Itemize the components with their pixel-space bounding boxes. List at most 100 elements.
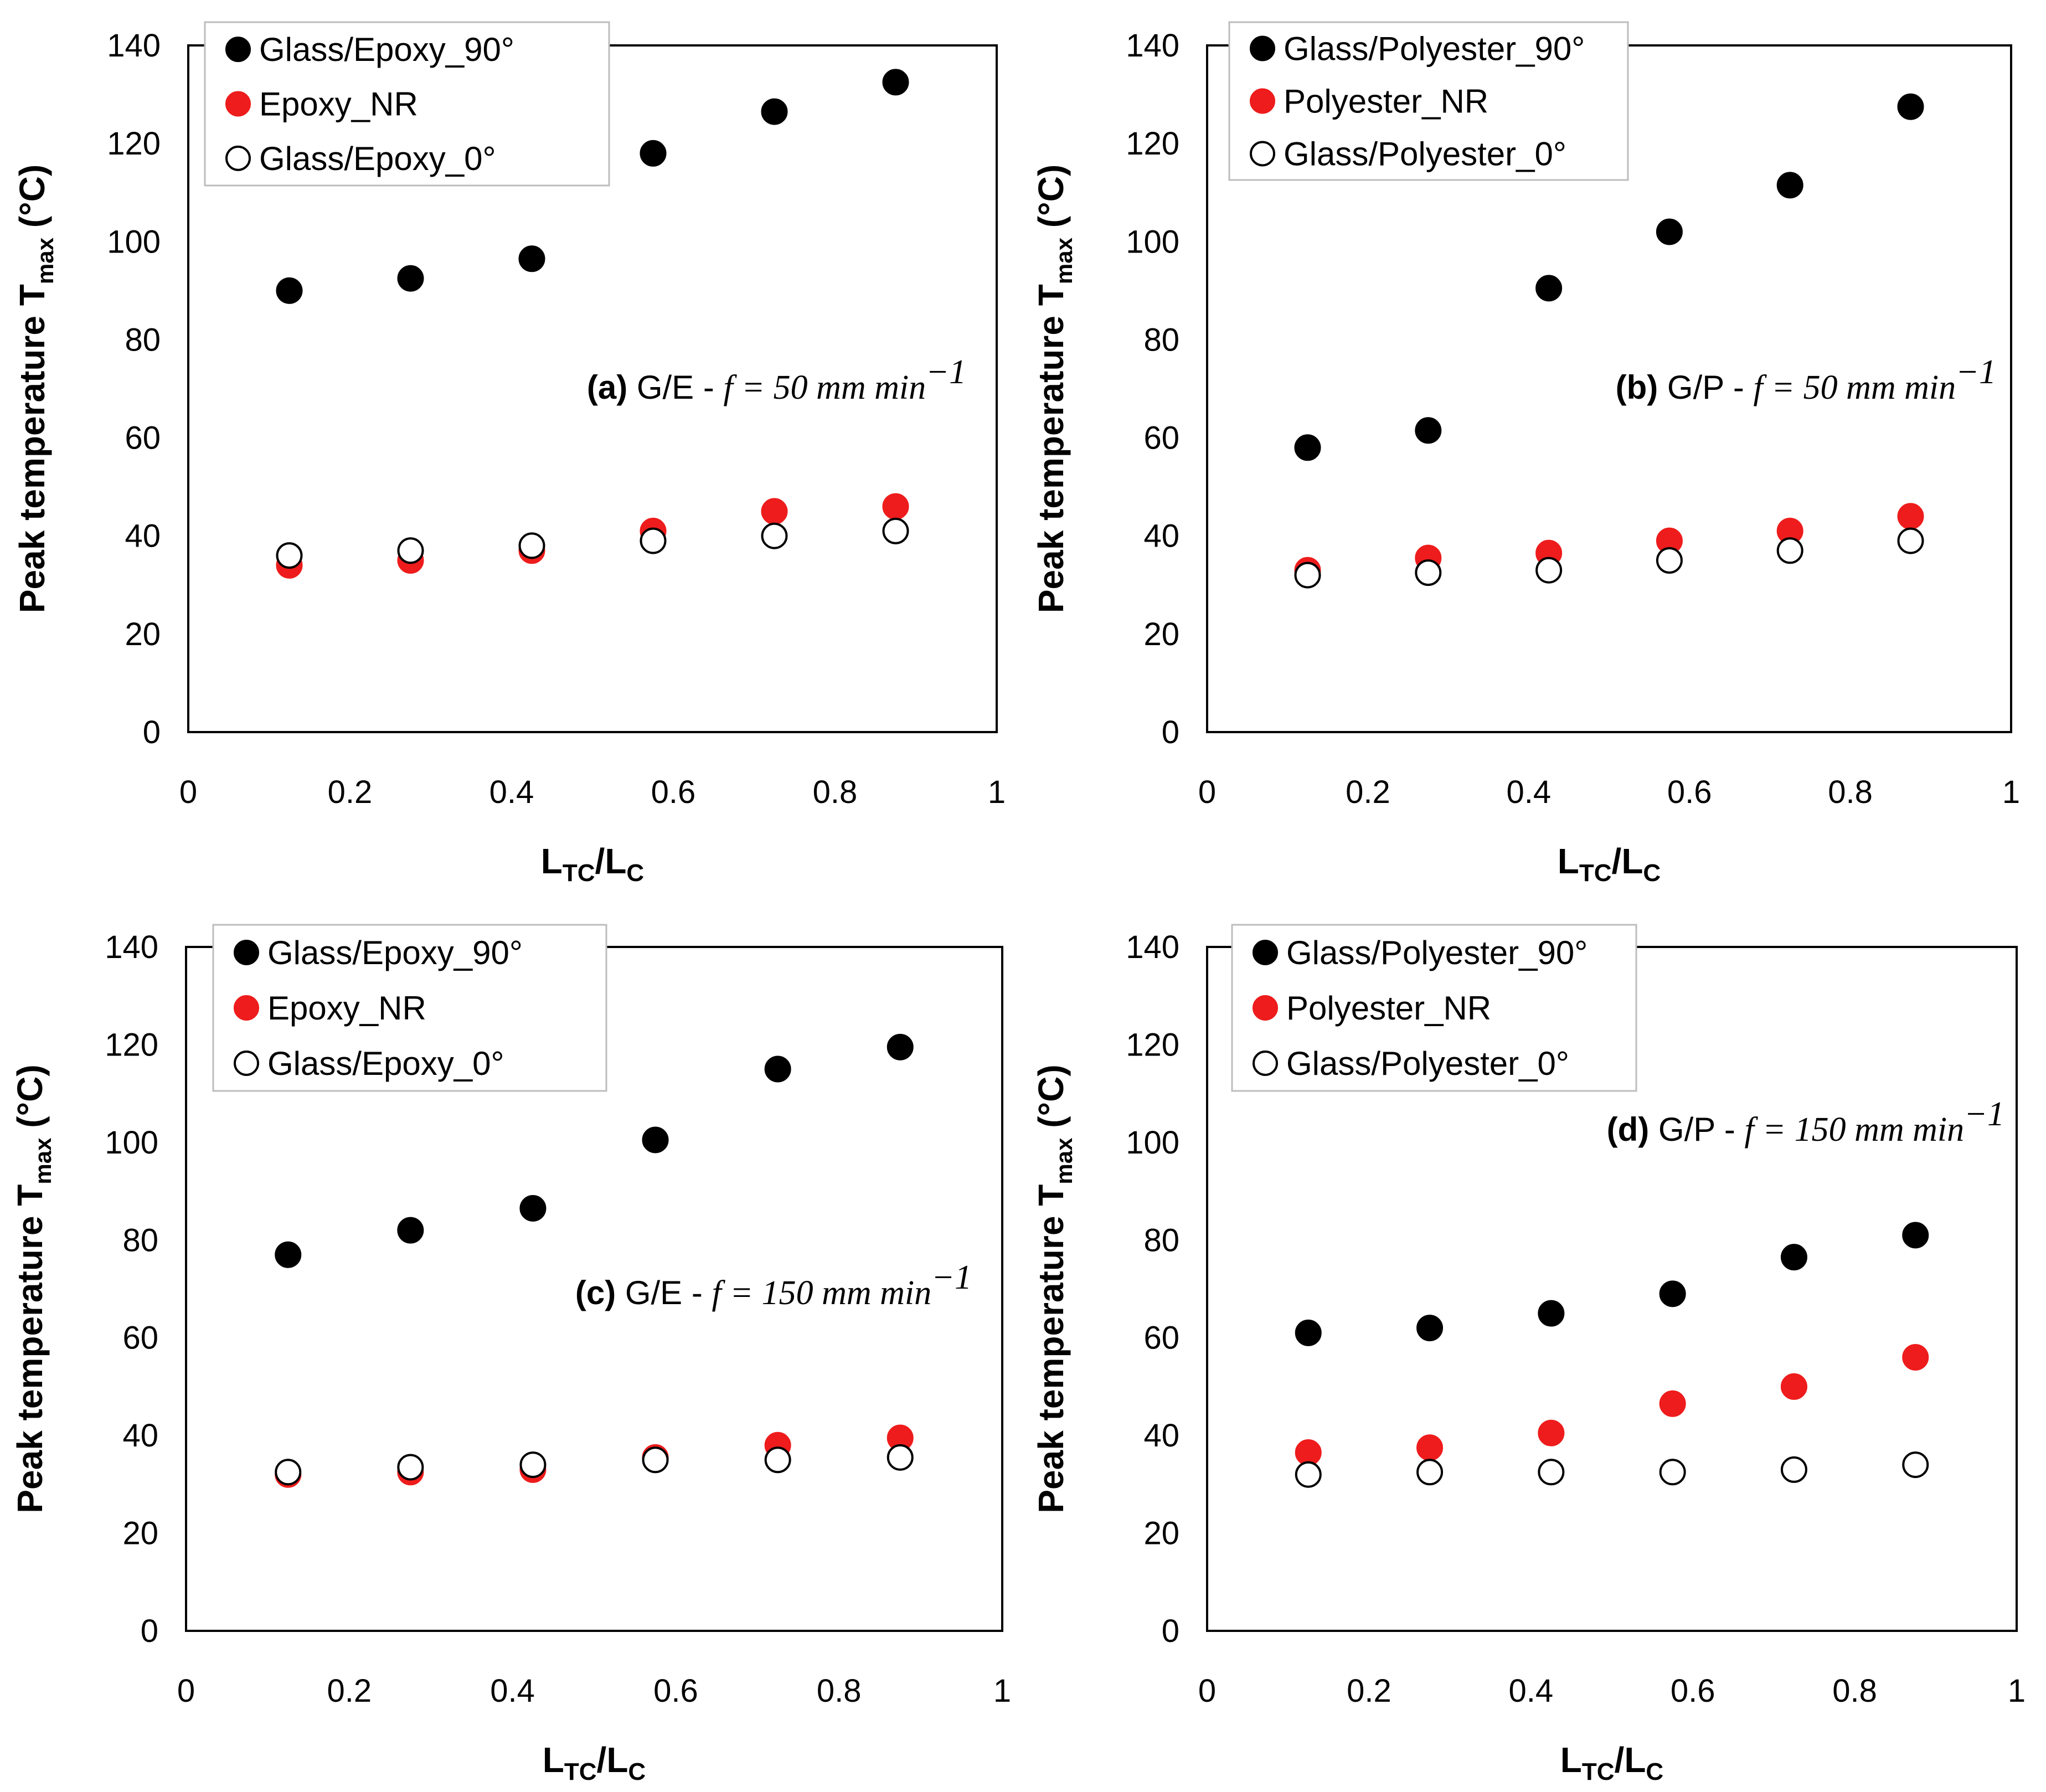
y-tick-label: 80 [122, 1222, 158, 1258]
data-point [1535, 275, 1563, 302]
y-tick-label: 80 [1143, 322, 1179, 358]
x-tick-label: 0.4 [490, 1673, 535, 1709]
y-tick-label: 120 [1126, 126, 1179, 162]
series-1 [1294, 93, 1924, 461]
legend-marker [225, 145, 251, 171]
data-point [1776, 172, 1803, 199]
legend-label: Polyester_NR [1284, 83, 1488, 120]
x-tick-label: 0.8 [817, 1673, 862, 1709]
y-tick-label: 20 [1143, 1516, 1179, 1552]
legend-marker [1250, 35, 1275, 61]
data-point [642, 1446, 669, 1474]
chart-panel-b: 0 20 40 60 80 100 120 140 0 0.2 0.4 0.6 0.8 1 LTC/LC Pe… [1031, 21, 2020, 887]
data-point [519, 1194, 547, 1222]
data-point [1415, 559, 1442, 586]
x-tick-label: 0.4 [1506, 774, 1551, 810]
data-point [1538, 1300, 1565, 1327]
x-tick-label: 0.2 [1347, 1673, 1392, 1709]
y-axis-title: Peak temperature Tmax (°C) [10, 1064, 56, 1513]
data-point [761, 522, 788, 549]
data-point [1416, 1459, 1444, 1486]
data-point [397, 1454, 424, 1481]
data-point [1538, 1459, 1565, 1486]
chart-panel-c: 0 20 40 60 80 100 120 140 0 0.2 0.4 0.6 0.8 1 LTC/LC Pe… [10, 924, 1011, 1785]
legend-label: Glass/Epoxy_0° [259, 140, 496, 177]
data-point [642, 1126, 669, 1154]
series-2 [1295, 1344, 1929, 1466]
x-tick-label: 0 [179, 774, 197, 810]
series-1 [276, 69, 909, 304]
legend-marker [234, 940, 259, 965]
x-axis-title: LTC/LC [543, 1740, 646, 1785]
series-3 [275, 1444, 914, 1486]
legend-box [1231, 924, 1637, 1092]
y-tick-label: 60 [125, 420, 161, 456]
data-point [1659, 1390, 1686, 1417]
y-tick-label: 40 [125, 518, 161, 554]
panel-annotation: (b) G/P - f = 50 mm min−1 [1616, 353, 1996, 406]
legend-marker [1253, 940, 1278, 965]
data-point [397, 1217, 424, 1244]
data-point [1780, 1244, 1807, 1271]
data-point [1415, 417, 1442, 444]
x-tick-label: 0.4 [1508, 1673, 1553, 1709]
y-tick-label: 100 [1126, 224, 1179, 260]
x-tick-label: 0.8 [1828, 774, 1873, 810]
series-1 [275, 1033, 914, 1268]
y-tick-label: 100 [105, 1125, 158, 1161]
y-tick-label: 40 [122, 1418, 158, 1454]
panel-annotation: (a) G/E - f = 50 mm min−1 [587, 353, 966, 406]
y-tick-label: 80 [1143, 1222, 1179, 1258]
legend-marker [1250, 88, 1275, 114]
x-tick-label: 1 [2002, 774, 2020, 810]
legend-marker [225, 91, 251, 117]
legend: Glass/Epoxy_90° Epoxy_NR Glass/Epoxy_0° [212, 924, 607, 1092]
y-tick-label: 140 [107, 28, 161, 64]
x-tick-label: 1 [2008, 1673, 2026, 1709]
legend-label: Glass/Polyester_90° [1286, 934, 1588, 971]
chart-panel-a: 0 20 40 60 80 100 120 140 0 0.2 0.4 0.6 0.8 1 LTC/LC Pe… [12, 21, 1006, 887]
y-tick-label: 60 [1143, 420, 1179, 456]
data-point [1902, 1451, 1929, 1479]
y-tick-label: 60 [1143, 1320, 1179, 1356]
y-axis-title: Peak temperature Tmax (°C) [1031, 1064, 1077, 1513]
data-point [1659, 1459, 1686, 1486]
data-point [276, 542, 303, 569]
legend-marker [1253, 995, 1278, 1021]
data-point [764, 1446, 791, 1474]
data-point [882, 493, 909, 520]
legend-label: Glass/Polyester_0° [1284, 136, 1566, 173]
x-tick-label: 0.6 [1671, 1673, 1715, 1709]
legend-marker [1253, 1051, 1278, 1076]
y-tick-label: 100 [107, 224, 161, 260]
data-point [1902, 1344, 1929, 1371]
data-point [397, 537, 424, 564]
y-tick-label: 120 [105, 1027, 158, 1063]
data-point [1659, 1280, 1686, 1307]
data-point [1294, 562, 1321, 589]
data-point [519, 1451, 547, 1479]
x-tick-label: 0.4 [489, 774, 534, 810]
data-point [1780, 1456, 1807, 1483]
y-tick-label: 0 [1162, 1613, 1179, 1649]
x-tick-label: 0 [1198, 1673, 1216, 1709]
legend: Glass/Polyester_90° Polyester_NR Glass/Pol… [1231, 924, 1637, 1092]
x-tick-label: 0.8 [813, 774, 858, 810]
y-tick-label: 0 [143, 714, 161, 750]
y-tick-label: 140 [1126, 28, 1179, 64]
x-tick-label: 0.2 [1346, 774, 1390, 810]
x-tick-label: 1 [988, 774, 1006, 810]
data-point [1897, 93, 1924, 120]
legend-label: Glass/Epoxy_90° [259, 31, 514, 68]
y-tick-label: 140 [105, 929, 158, 965]
x-tick-label: 0.2 [327, 1673, 372, 1709]
x-axis-title: LTC/LC [541, 841, 644, 887]
x-tick-label: 0.6 [653, 1673, 698, 1709]
y-tick-label: 100 [1126, 1125, 1179, 1161]
data-point [882, 69, 909, 96]
y-tick-label: 120 [1126, 1027, 1179, 1063]
legend-box [1228, 21, 1629, 181]
series-1 [1295, 1222, 1929, 1346]
y-tick-label: 120 [107, 126, 161, 162]
